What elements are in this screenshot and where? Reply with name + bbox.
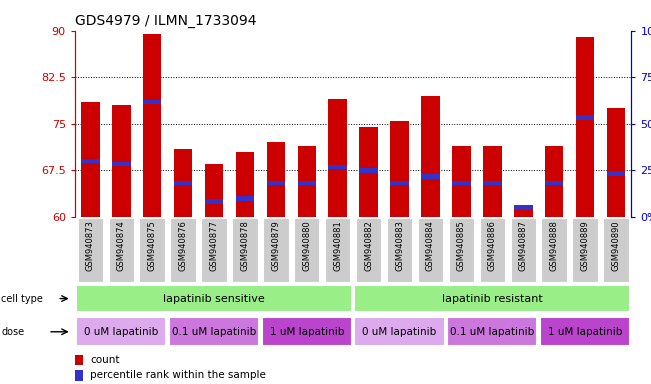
Bar — [421, 96, 440, 217]
Text: GSM940890: GSM940890 — [611, 220, 620, 271]
Bar — [81, 102, 100, 217]
FancyBboxPatch shape — [387, 218, 412, 282]
Bar — [174, 149, 193, 217]
Bar — [236, 196, 254, 200]
Text: GSM940874: GSM940874 — [117, 220, 126, 271]
FancyBboxPatch shape — [447, 317, 538, 346]
Bar — [359, 168, 378, 172]
FancyBboxPatch shape — [572, 218, 598, 282]
Bar — [298, 180, 316, 185]
Bar — [75, 354, 83, 366]
Text: GSM940882: GSM940882 — [364, 220, 373, 271]
Bar — [329, 99, 347, 217]
Text: GDS4979 / ILMN_1733094: GDS4979 / ILMN_1733094 — [75, 14, 256, 28]
Bar — [421, 174, 440, 179]
FancyBboxPatch shape — [603, 218, 629, 282]
Text: GSM940877: GSM940877 — [210, 220, 219, 271]
Bar — [575, 116, 594, 120]
FancyBboxPatch shape — [201, 218, 227, 282]
Text: 0 uM lapatinib: 0 uM lapatinib — [363, 327, 437, 337]
FancyBboxPatch shape — [109, 218, 134, 282]
Bar — [236, 152, 254, 217]
Bar — [205, 164, 223, 217]
FancyBboxPatch shape — [77, 218, 103, 282]
Bar — [483, 180, 501, 185]
Bar — [205, 199, 223, 204]
Bar — [607, 108, 625, 217]
FancyBboxPatch shape — [418, 218, 443, 282]
Text: cell type: cell type — [1, 293, 43, 304]
Bar — [607, 171, 625, 175]
FancyBboxPatch shape — [169, 317, 259, 346]
Bar — [483, 146, 501, 217]
Bar — [112, 105, 131, 217]
Bar — [267, 142, 285, 217]
Text: GSM940879: GSM940879 — [271, 220, 281, 271]
Text: GSM940881: GSM940881 — [333, 220, 342, 271]
Bar — [329, 165, 347, 169]
Bar — [143, 34, 161, 217]
FancyBboxPatch shape — [325, 218, 350, 282]
Bar — [75, 370, 83, 381]
Text: GSM940886: GSM940886 — [488, 220, 497, 271]
FancyBboxPatch shape — [449, 218, 474, 282]
Text: GSM940878: GSM940878 — [240, 220, 249, 271]
Text: GSM940885: GSM940885 — [457, 220, 466, 271]
FancyBboxPatch shape — [542, 218, 567, 282]
Bar — [143, 100, 161, 104]
FancyBboxPatch shape — [480, 218, 505, 282]
FancyBboxPatch shape — [354, 285, 630, 312]
FancyBboxPatch shape — [262, 317, 352, 346]
Text: GSM940884: GSM940884 — [426, 220, 435, 271]
Text: GSM940883: GSM940883 — [395, 220, 404, 271]
Bar — [514, 208, 533, 217]
Text: 1 uM lapatinib: 1 uM lapatinib — [548, 327, 622, 337]
Text: lapatinib sensitive: lapatinib sensitive — [163, 293, 265, 304]
FancyBboxPatch shape — [232, 218, 258, 282]
FancyBboxPatch shape — [139, 218, 165, 282]
FancyBboxPatch shape — [263, 218, 288, 282]
Bar — [81, 159, 100, 163]
Text: 0.1 uM lapatinib: 0.1 uM lapatinib — [172, 327, 256, 337]
Bar — [174, 180, 193, 185]
Bar — [391, 121, 409, 217]
Bar — [545, 146, 563, 217]
Text: 0 uM lapatinib: 0 uM lapatinib — [84, 327, 158, 337]
Bar — [267, 180, 285, 185]
Text: lapatinib resistant: lapatinib resistant — [442, 293, 543, 304]
FancyBboxPatch shape — [76, 285, 352, 312]
FancyBboxPatch shape — [171, 218, 196, 282]
Bar — [298, 146, 316, 217]
Text: percentile rank within the sample: percentile rank within the sample — [90, 370, 266, 380]
Bar — [575, 37, 594, 217]
FancyBboxPatch shape — [76, 317, 167, 346]
Text: GSM940880: GSM940880 — [302, 220, 311, 271]
Text: count: count — [90, 355, 120, 365]
FancyBboxPatch shape — [510, 218, 536, 282]
Text: 1 uM lapatinib: 1 uM lapatinib — [270, 327, 344, 337]
Text: GSM940876: GSM940876 — [178, 220, 187, 271]
FancyBboxPatch shape — [294, 218, 320, 282]
Text: GSM940875: GSM940875 — [148, 220, 157, 271]
Bar — [545, 180, 563, 185]
FancyBboxPatch shape — [540, 317, 630, 346]
Bar — [452, 146, 471, 217]
Text: dose: dose — [1, 327, 25, 337]
Text: GSM940889: GSM940889 — [581, 220, 590, 271]
FancyBboxPatch shape — [356, 218, 381, 282]
Text: 0.1 uM lapatinib: 0.1 uM lapatinib — [450, 327, 534, 337]
Text: GSM940873: GSM940873 — [86, 220, 95, 271]
Bar — [514, 205, 533, 210]
Bar — [112, 162, 131, 166]
Text: GSM940888: GSM940888 — [549, 220, 559, 271]
Bar — [359, 127, 378, 217]
FancyBboxPatch shape — [354, 317, 445, 346]
Bar — [452, 180, 471, 185]
Bar — [391, 180, 409, 185]
Text: GSM940887: GSM940887 — [519, 220, 528, 271]
